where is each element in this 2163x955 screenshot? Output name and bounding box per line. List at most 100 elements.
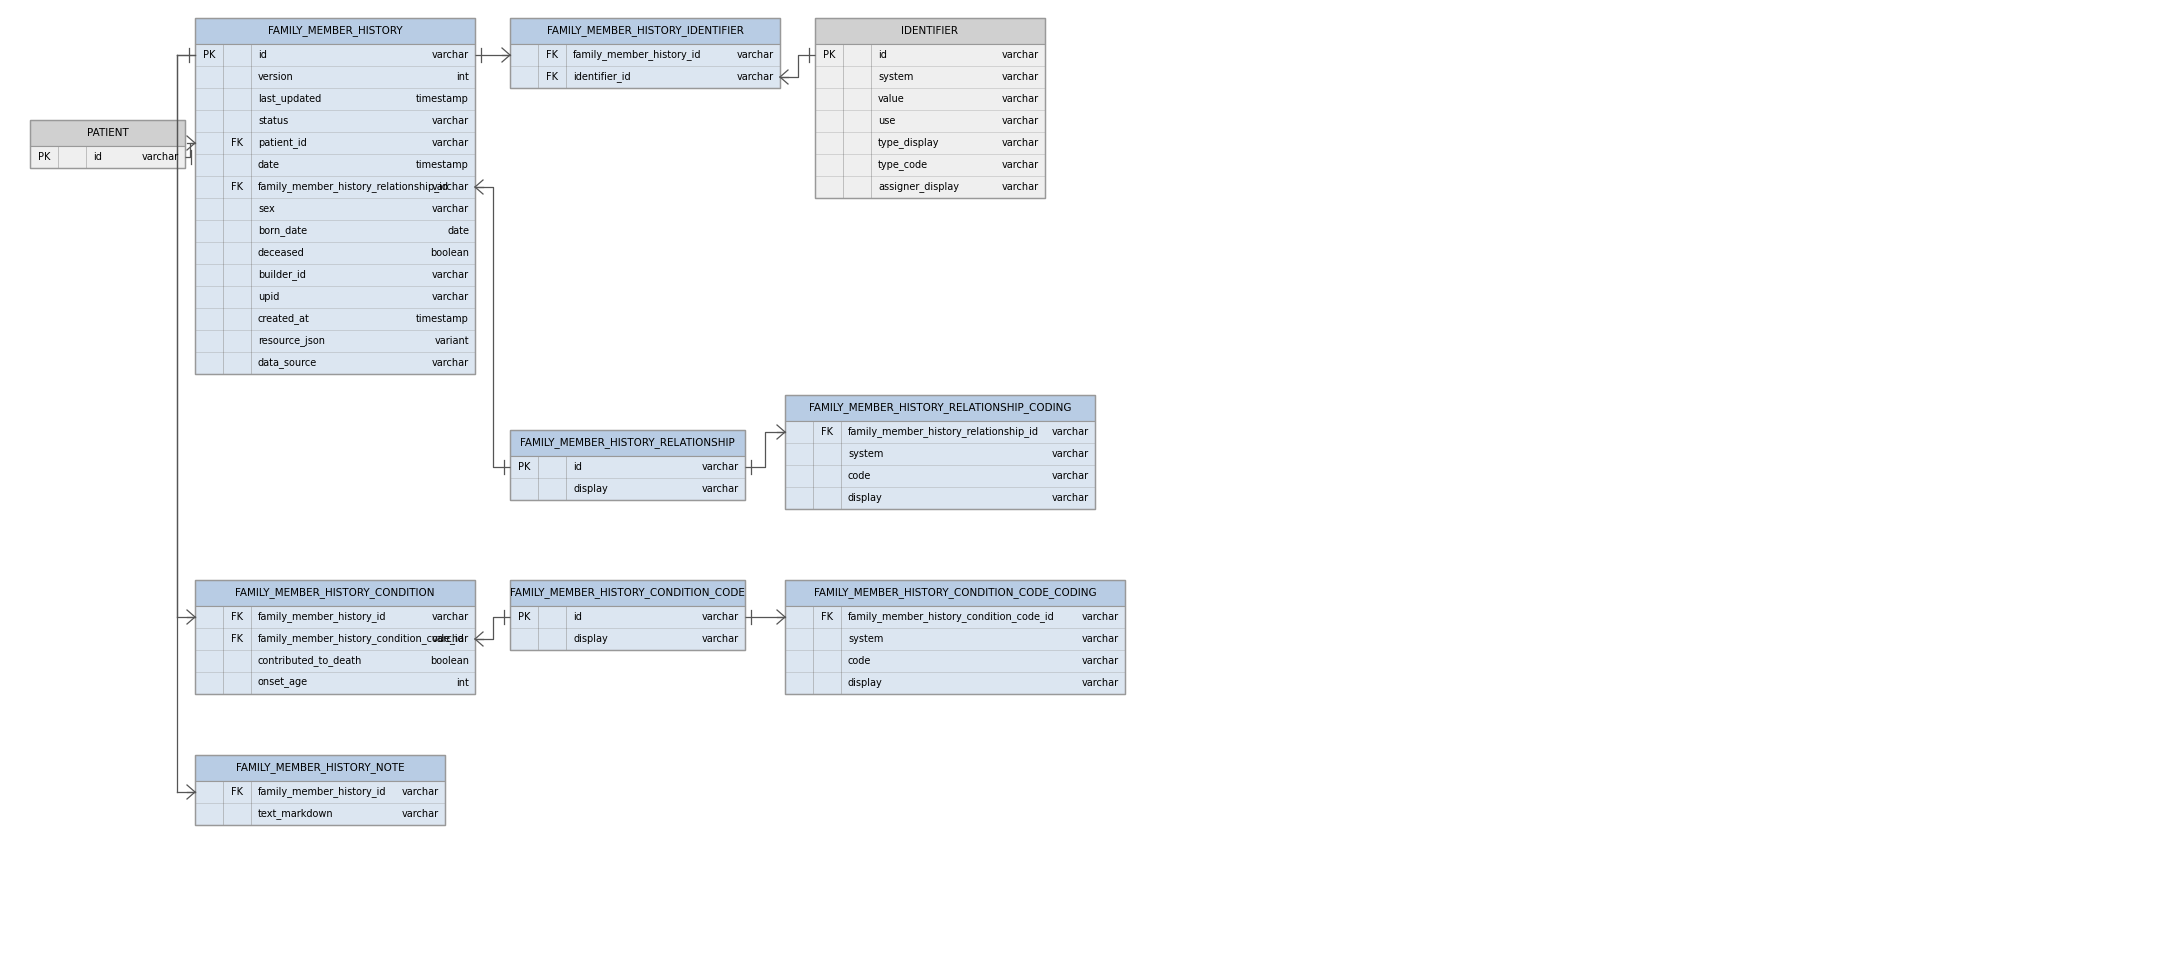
Text: varchar: varchar	[433, 50, 469, 60]
Text: FK: FK	[231, 138, 242, 148]
Text: FK: FK	[231, 612, 242, 622]
Text: varchar: varchar	[701, 462, 740, 472]
Text: varchar: varchar	[433, 270, 469, 280]
Text: patient_id: patient_id	[257, 138, 307, 148]
Text: identifier_id: identifier_id	[573, 72, 632, 82]
Text: varchar: varchar	[701, 634, 740, 644]
Text: date: date	[257, 160, 279, 170]
Text: display: display	[848, 678, 883, 688]
Text: upid: upid	[257, 292, 279, 302]
Text: varchar: varchar	[1082, 634, 1118, 644]
Text: onset_age: onset_age	[257, 678, 307, 689]
Text: timestamp: timestamp	[415, 314, 469, 324]
Bar	[785, 606, 1125, 694]
Text: PATIENT: PATIENT	[87, 128, 128, 138]
Bar	[510, 44, 781, 88]
Bar	[510, 18, 781, 88]
Text: status: status	[257, 116, 288, 126]
Text: varchar: varchar	[402, 787, 439, 797]
Text: id: id	[878, 50, 887, 60]
Text: varchar: varchar	[433, 204, 469, 214]
Text: varchar: varchar	[1051, 427, 1088, 437]
Text: FK: FK	[231, 787, 242, 797]
Text: family_member_history_relationship_id: family_member_history_relationship_id	[257, 181, 450, 193]
Text: contributed_to_death: contributed_to_death	[257, 655, 363, 667]
Text: family_member_history_relationship_id: family_member_history_relationship_id	[848, 427, 1038, 437]
Bar	[785, 395, 1094, 421]
Text: boolean: boolean	[430, 656, 469, 666]
Bar	[510, 580, 744, 606]
Text: id: id	[573, 612, 582, 622]
Text: family_member_history_id: family_member_history_id	[257, 611, 387, 623]
Text: varchar: varchar	[1051, 449, 1088, 459]
Text: builder_id: builder_id	[257, 269, 305, 281]
Bar	[815, 44, 1045, 198]
Text: id: id	[257, 50, 266, 60]
Text: deceased: deceased	[257, 248, 305, 258]
Text: varchar: varchar	[1001, 116, 1038, 126]
Text: varchar: varchar	[433, 358, 469, 368]
Text: IDENTIFIER: IDENTIFIER	[902, 26, 958, 36]
Text: varchar: varchar	[143, 152, 180, 162]
Text: system: system	[848, 634, 883, 644]
Text: use: use	[878, 116, 895, 126]
Bar	[815, 18, 1045, 198]
Text: varchar: varchar	[433, 138, 469, 148]
Text: family_member_history_id: family_member_history_id	[573, 50, 701, 60]
Text: varchar: varchar	[701, 484, 740, 494]
Text: FK: FK	[822, 612, 833, 622]
Text: timestamp: timestamp	[415, 94, 469, 104]
Text: family_member_history_condition_code_id: family_member_history_condition_code_id	[257, 633, 465, 645]
Text: varchar: varchar	[738, 72, 774, 82]
Text: PK: PK	[517, 612, 530, 622]
Text: FAMILY_MEMBER_HISTORY_CONDITION: FAMILY_MEMBER_HISTORY_CONDITION	[236, 587, 435, 599]
Text: varchar: varchar	[1082, 678, 1118, 688]
Text: PK: PK	[203, 50, 214, 60]
Bar	[510, 580, 744, 650]
Text: FK: FK	[545, 50, 558, 60]
Text: value: value	[878, 94, 904, 104]
Bar	[30, 120, 186, 146]
Text: varchar: varchar	[1001, 182, 1038, 192]
Text: FAMILY_MEMBER_HISTORY: FAMILY_MEMBER_HISTORY	[268, 26, 402, 36]
Text: varchar: varchar	[1082, 656, 1118, 666]
Text: varchar: varchar	[433, 116, 469, 126]
Text: FK: FK	[231, 634, 242, 644]
Text: text_markdown: text_markdown	[257, 809, 333, 819]
Text: id: id	[573, 462, 582, 472]
Bar	[30, 120, 186, 168]
Text: version: version	[257, 72, 294, 82]
Text: date: date	[448, 226, 469, 236]
Text: family_member_history_condition_code_id: family_member_history_condition_code_id	[848, 611, 1056, 623]
Text: system: system	[848, 449, 883, 459]
Text: varchar: varchar	[701, 612, 740, 622]
Bar	[195, 755, 446, 781]
Text: display: display	[573, 634, 608, 644]
Text: display: display	[848, 493, 883, 503]
Text: PK: PK	[37, 152, 50, 162]
Text: type_display: type_display	[878, 138, 939, 148]
Text: FK: FK	[822, 427, 833, 437]
Text: FK: FK	[545, 72, 558, 82]
Text: FAMILY_MEMBER_HISTORY_IDENTIFIER: FAMILY_MEMBER_HISTORY_IDENTIFIER	[547, 26, 744, 36]
Text: int: int	[456, 678, 469, 688]
Text: system: system	[878, 72, 913, 82]
Text: id: id	[93, 152, 102, 162]
Bar	[785, 395, 1094, 509]
Bar	[785, 580, 1125, 694]
Bar	[195, 18, 476, 44]
Text: FAMILY_MEMBER_HISTORY_CONDITION_CODE: FAMILY_MEMBER_HISTORY_CONDITION_CODE	[510, 587, 744, 599]
Text: created_at: created_at	[257, 313, 309, 325]
Text: code: code	[848, 471, 872, 481]
Bar	[510, 430, 744, 500]
Text: data_source: data_source	[257, 357, 318, 369]
Bar	[510, 430, 744, 456]
Text: type_code: type_code	[878, 159, 928, 170]
Bar	[195, 781, 446, 825]
Text: varchar: varchar	[1001, 72, 1038, 82]
Bar	[510, 456, 744, 500]
Text: varchar: varchar	[1051, 471, 1088, 481]
Bar	[195, 18, 476, 374]
Bar	[195, 606, 476, 694]
Bar	[30, 146, 186, 168]
